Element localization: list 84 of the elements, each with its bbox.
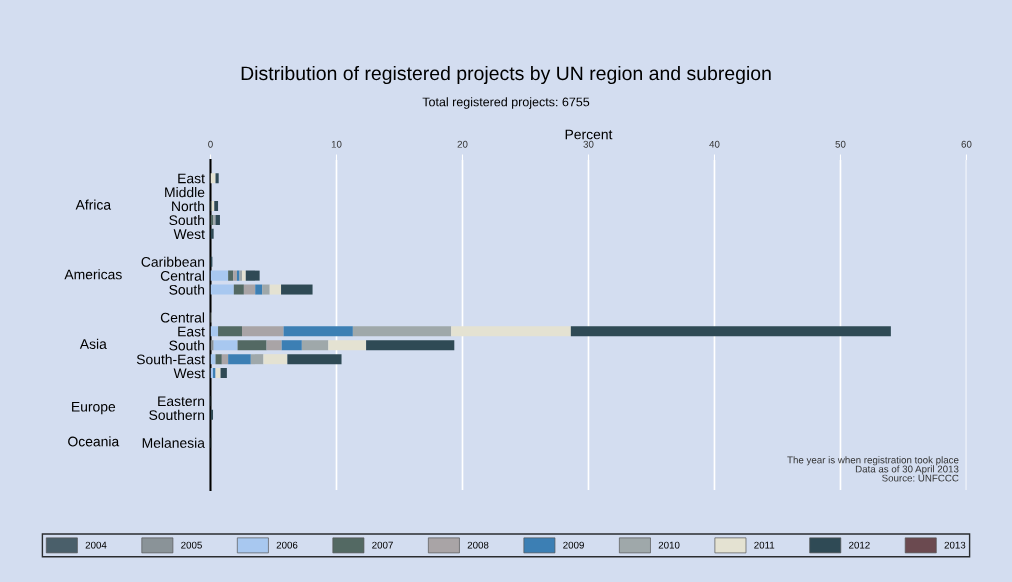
y-tick-label: North xyxy=(172,200,205,212)
legend-label: 2011 xyxy=(754,541,775,549)
bar xyxy=(210,354,216,365)
bar xyxy=(301,340,329,351)
bar xyxy=(218,326,242,337)
bar xyxy=(262,284,270,295)
y-tick-label: West xyxy=(173,229,205,240)
bar xyxy=(241,326,284,337)
bar xyxy=(210,284,234,295)
bar xyxy=(210,340,214,351)
bar xyxy=(221,354,229,365)
x-tick-label: 30 xyxy=(583,140,594,148)
bar xyxy=(269,284,282,295)
chart-title: Distribution of registered projects by UN region and subregion xyxy=(241,65,771,85)
bar xyxy=(210,228,214,239)
bar xyxy=(281,340,302,351)
legend-label: 2013 xyxy=(944,541,966,549)
y-tick-label: Southern xyxy=(149,409,205,421)
bar xyxy=(451,326,571,337)
legend-label: 2004 xyxy=(85,541,107,549)
bar xyxy=(214,200,219,212)
bar xyxy=(570,326,891,337)
text: Europe xyxy=(72,401,116,415)
bar xyxy=(243,284,256,295)
y-tick-label: South xyxy=(169,340,205,351)
legend-label: 2008 xyxy=(467,541,489,549)
y-tick-label: South xyxy=(169,284,205,295)
bar xyxy=(237,340,267,351)
bar xyxy=(352,326,452,337)
y-tick-label: Central xyxy=(160,270,205,281)
y-tick-label: West xyxy=(173,368,205,379)
y-tick-label: Caribbean xyxy=(141,256,205,267)
y-tick-label: East xyxy=(178,173,205,184)
bar xyxy=(255,284,263,295)
x-tick-label: 60 xyxy=(961,140,972,148)
y-tick-label: Melanesia xyxy=(142,437,205,448)
bar xyxy=(263,354,288,365)
text: Asia xyxy=(79,338,107,349)
bar xyxy=(220,368,227,379)
bar xyxy=(210,326,219,337)
legend-label: 2007 xyxy=(372,541,393,549)
bar xyxy=(266,340,282,351)
x-tick-label: 20 xyxy=(457,140,468,148)
bar xyxy=(366,340,455,351)
bar xyxy=(287,354,342,365)
x-axis-title: Percent xyxy=(565,129,613,140)
bar xyxy=(215,214,220,225)
bar xyxy=(210,173,216,184)
y-tick-label: South xyxy=(169,214,205,226)
legend-label: 2012 xyxy=(849,541,870,549)
bar xyxy=(215,173,219,184)
bar xyxy=(215,368,221,379)
text: Africa xyxy=(75,199,112,210)
bar xyxy=(283,326,353,337)
x-tick-label: 0 xyxy=(208,140,213,148)
x-tick-label: 10 xyxy=(331,140,342,148)
source-note: Source: UNFCCC xyxy=(882,474,959,482)
legend-label: 2010 xyxy=(658,541,680,549)
bar xyxy=(233,284,244,295)
text: The year is when registration took place xyxy=(787,456,959,466)
x-tick-label: 40 xyxy=(709,140,720,148)
bar xyxy=(281,284,313,295)
bar xyxy=(328,340,367,351)
text: Oceania xyxy=(68,436,120,447)
bar xyxy=(213,340,238,351)
text: Americas xyxy=(64,269,122,280)
y-tick-label: South-East xyxy=(136,354,205,365)
bar xyxy=(210,270,229,281)
bar xyxy=(228,354,251,365)
legend-label: 2005 xyxy=(181,541,202,549)
bar xyxy=(228,270,234,281)
bar xyxy=(245,270,260,281)
y-tick-label: East xyxy=(178,326,205,337)
bar xyxy=(250,354,264,365)
legend-label: 2009 xyxy=(563,541,584,549)
bar xyxy=(241,270,246,281)
x-tick-label: 50 xyxy=(835,140,846,148)
y-tick-label: Central xyxy=(160,312,205,323)
text: Data as of 30 April 2013 xyxy=(855,465,959,475)
legend-label: 2006 xyxy=(276,541,298,549)
chart-subtitle: Total registered projects: 6755 xyxy=(422,97,590,109)
bar xyxy=(215,354,222,365)
y-tick-label: Middle xyxy=(165,187,205,198)
y-tick-label: Eastern xyxy=(158,396,205,407)
